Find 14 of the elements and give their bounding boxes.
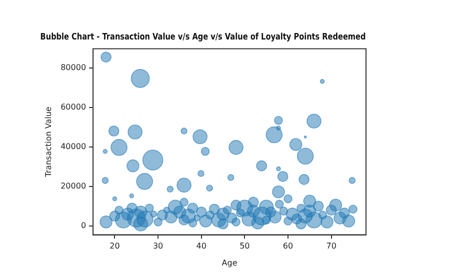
x-tick-label: 30 <box>152 242 164 251</box>
y-tick-label: 60000 <box>60 102 86 112</box>
x-tick-label: 70 <box>326 242 336 251</box>
x-tick-label: 40 <box>196 242 206 251</box>
y-axis-title: Transaction Value <box>44 106 53 178</box>
x-tick-label: 20 <box>110 242 120 251</box>
x-tick-label: 50 <box>240 242 250 251</box>
y-tick-label: 0 <box>80 220 86 230</box>
chart-title: Bubble Chart - Transaction Value v/s Age v/s Value of Loyalty Points Redeemed <box>40 30 366 42</box>
x-axis-title: Age <box>222 258 238 268</box>
y-tick-label: 20000 <box>60 181 86 190</box>
y-tick-label: 40000 <box>60 142 86 151</box>
x-tick-label: 60 <box>282 242 294 251</box>
y-tick-label: 80000 <box>60 62 86 72</box>
